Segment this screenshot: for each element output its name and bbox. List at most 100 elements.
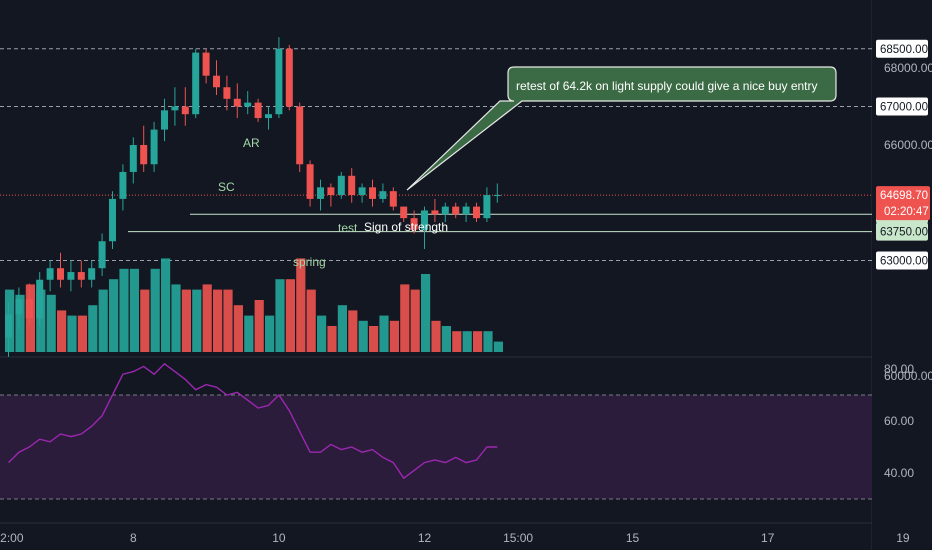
candle-body [452,206,460,215]
volume-bar [275,279,285,352]
candle-body [67,272,75,280]
volume-bar [213,289,223,352]
candle-body [265,114,272,119]
volume-bar [483,331,493,352]
volume-bar [129,268,139,352]
candle-body [275,48,283,115]
volume-bar [421,274,431,352]
volume-bar [379,315,389,352]
current-price-label: 64698.70 [880,190,928,202]
candle-body [421,210,428,230]
rsi-tick: 80.00 [884,362,914,376]
volume-bar [202,284,212,352]
candle-body [441,206,449,215]
candle-body [192,52,200,115]
label-ar: AR [243,136,260,150]
candle-body [296,106,304,165]
rsi-pane [0,362,872,500]
label-test: test [338,221,358,235]
annotations: SC AR spring test Sign of strength retest of … [218,66,837,269]
label-spring: spring [293,255,326,269]
volume-bar [57,310,67,352]
volume-bar [389,320,399,352]
volume-bar [254,300,264,352]
volume-bar [36,289,46,352]
volume-bar [493,341,503,352]
time-tick: 12:00 [0,531,24,545]
candle-body [483,195,491,219]
candle-body [244,102,252,107]
time-tick: 19 [896,531,910,545]
volume-bar [88,305,98,352]
callout-text: retest of 64.2k on light supply could gi… [516,79,818,93]
level-tag-label: 63750.00 [880,227,928,239]
price-levels [0,48,872,261]
volume-bar [192,289,202,352]
candle-body [129,145,137,172]
time-tick: 8 [130,531,137,545]
volume-bar [223,289,233,352]
volume-bar [348,310,358,352]
level-tag-bg [876,39,928,58]
time-tick: 15 [626,531,640,545]
volume-bar [400,284,410,352]
rsi-tick: 60.00 [884,414,914,428]
candle-body [254,102,262,119]
candle-body [46,268,54,280]
candle-body [161,110,168,130]
volume-bar [462,331,472,352]
volume-bar [109,279,119,352]
volume-bar [327,326,337,352]
candle-body [181,106,189,115]
volume-bar [265,315,275,352]
candle-body [473,206,480,219]
candle-body [36,279,44,319]
candle-body [150,129,158,165]
candle-body [400,206,408,219]
level-tag-label: 63000.00 [880,256,928,268]
candle-body [389,191,397,207]
candle-body [77,272,85,280]
candle-body [431,210,439,215]
price-tick: 68000.00 [884,61,932,75]
volume-bar [431,320,441,352]
level-tag-bg [876,222,928,241]
candle-body [98,241,106,269]
time-tick: 15:00 [503,531,533,545]
candle-body [202,52,210,76]
volume-bar [306,289,316,352]
callout-bubble [406,66,837,191]
candle-body [379,191,387,199]
candle-body [410,218,418,230]
level-tag-bg [876,97,928,116]
candles [5,37,501,357]
volume-bar [337,305,347,352]
current-price-tag-bg [876,186,930,221]
volume-bar [98,289,108,352]
time-tick: 12 [418,531,432,545]
rsi-line [8,362,498,480]
label-sc: SC [218,180,235,194]
candle-body [88,268,96,280]
price-axis-bg [872,0,932,550]
candle-body [119,171,127,199]
price-tick: 66000.00 [884,138,932,152]
volume-bar [15,294,25,352]
level-tag-label: 67000.00 [880,102,928,114]
candle-body [5,314,12,338]
candle-body [317,187,324,199]
candle-body [213,75,220,88]
volume-bar [161,258,171,352]
rsi-tick: 40.00 [884,466,914,480]
volume-bar [317,315,327,352]
volume-bar [119,268,129,352]
candle-body [109,198,116,242]
volume-bar [244,315,254,352]
candle-body [15,299,23,315]
volume-bar [369,326,379,352]
volume-bar [296,258,306,352]
volume-bar [171,284,181,352]
time-tick: 17 [761,531,775,545]
